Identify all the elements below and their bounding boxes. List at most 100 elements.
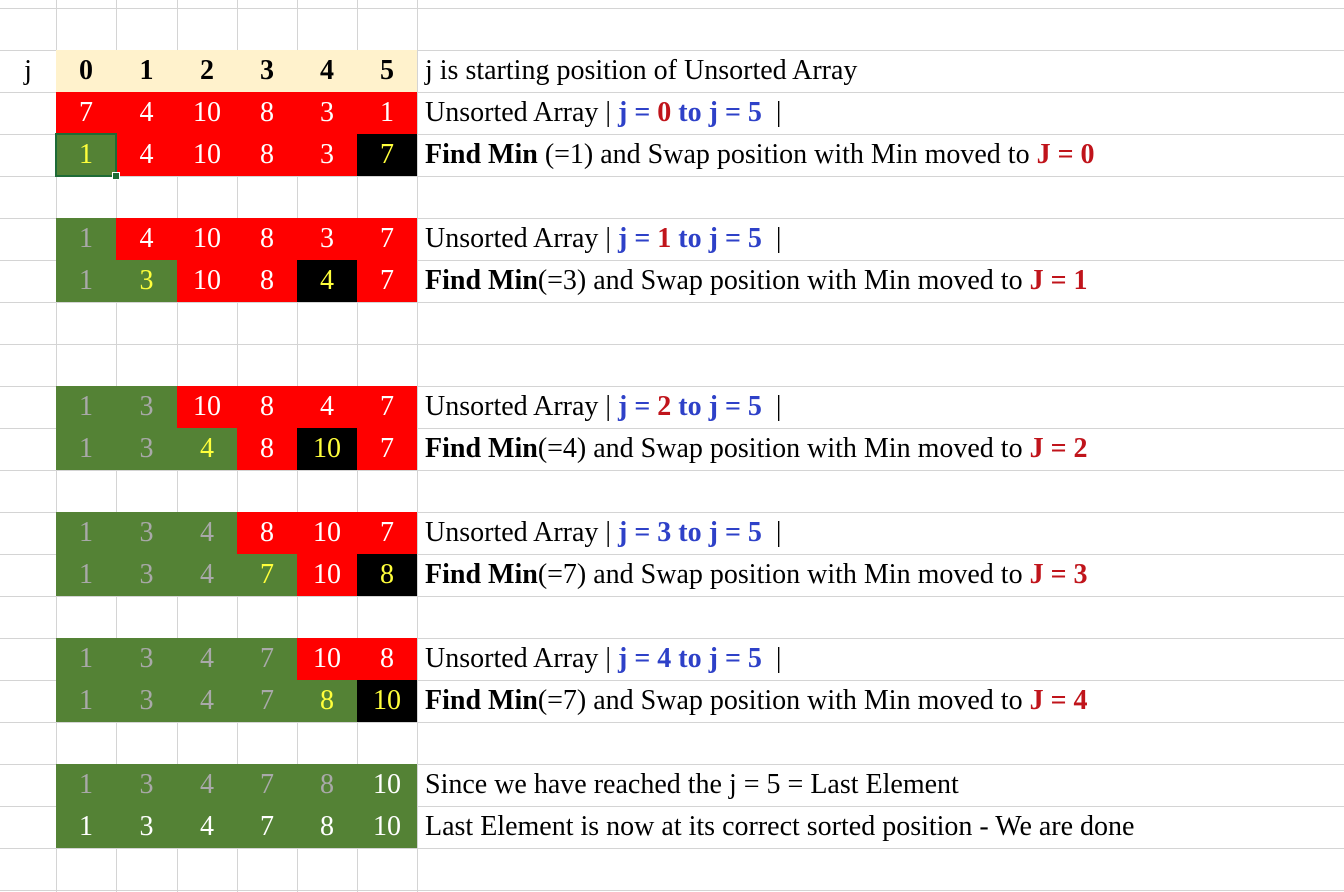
array-cell[interactable]: 4	[177, 512, 237, 554]
array-cell[interactable]: 10	[297, 554, 357, 596]
array-cell[interactable]: 10	[177, 260, 237, 302]
array-cell[interactable]: 3	[116, 806, 177, 848]
array-cell[interactable]: 3	[297, 134, 357, 176]
array-cell[interactable]: 1	[56, 134, 116, 176]
grid-row-line	[0, 638, 1344, 639]
array-cell[interactable]: 8	[297, 806, 357, 848]
array-cell[interactable]: 10	[357, 764, 417, 806]
array-cell[interactable]: 4	[177, 806, 237, 848]
array-cell[interactable]: 10	[177, 134, 237, 176]
array-cell[interactable]: 4	[297, 260, 357, 302]
array-cell[interactable]: 10	[297, 638, 357, 680]
array-cell[interactable]: 3	[116, 764, 177, 806]
array-cell[interactable]: 10	[177, 386, 237, 428]
array-cell[interactable]: 10	[177, 218, 237, 260]
array-cell[interactable]: 4	[177, 554, 237, 596]
array-cell[interactable]: 7	[237, 638, 297, 680]
array-cell[interactable]: 10	[297, 428, 357, 470]
description-segment: |	[761, 517, 782, 548]
description-segment: Find Min	[425, 139, 538, 170]
description-segment: |	[761, 97, 782, 128]
array-cell[interactable]: 3	[297, 92, 357, 134]
grid-row-line	[0, 722, 1344, 723]
array-cell[interactable]: 4	[116, 92, 177, 134]
array-cell[interactable]: 3	[116, 428, 177, 470]
array-cell[interactable]: 7	[237, 764, 297, 806]
array-cell[interactable]: 10	[357, 806, 417, 848]
description-segment: 2	[657, 391, 672, 422]
array-cell[interactable]: 1	[56, 386, 116, 428]
array-cell[interactable]: 8	[237, 134, 297, 176]
array-cell[interactable]: 7	[357, 428, 417, 470]
array-cell[interactable]: 1	[56, 764, 116, 806]
array-cell[interactable]: 1	[56, 680, 116, 722]
description-segment: (=7) and Swap position with Min moved to	[537, 559, 1030, 590]
array-cell[interactable]: 1	[56, 260, 116, 302]
description-segment: Unsorted Array |	[425, 391, 619, 422]
index-header-cell[interactable]: 3	[237, 50, 297, 92]
array-cell[interactable]: 10	[177, 92, 237, 134]
array-cell[interactable]: 1	[56, 806, 116, 848]
header-description: j is starting position of Unsorted Array	[425, 55, 858, 86]
grid-row-line	[0, 554, 1344, 555]
array-cell[interactable]: 1	[56, 428, 116, 470]
array-cell[interactable]: 7	[237, 680, 297, 722]
description-segment: Find Min	[425, 433, 538, 464]
description-segment: J = 3	[1029, 559, 1088, 590]
array-cell[interactable]: 8	[237, 260, 297, 302]
array-cell[interactable]: 3	[116, 386, 177, 428]
array-cell[interactable]: 8	[237, 386, 297, 428]
step-description: Unsorted Array | j = 0 to j = 5 |	[425, 92, 782, 134]
array-cell[interactable]: 1	[357, 92, 417, 134]
array-cell[interactable]: 10	[357, 680, 417, 722]
array-cell[interactable]: 8	[237, 512, 297, 554]
array-cell[interactable]: 8	[237, 218, 297, 260]
grid-row-line	[0, 302, 1344, 303]
array-cell[interactable]: 1	[56, 218, 116, 260]
array-cell[interactable]: 8	[357, 638, 417, 680]
description-segment: Find Min	[425, 559, 538, 590]
array-cell[interactable]: 3	[116, 638, 177, 680]
index-header-cell[interactable]: 0	[56, 50, 116, 92]
array-cell[interactable]: 4	[116, 218, 177, 260]
array-cell[interactable]: 3	[116, 512, 177, 554]
array-cell[interactable]: 4	[177, 638, 237, 680]
array-cell[interactable]: 7	[237, 554, 297, 596]
description-segment: Unsorted Array |	[425, 223, 619, 254]
array-cell[interactable]: 3	[116, 260, 177, 302]
index-header-cell[interactable]: 4	[297, 50, 357, 92]
array-cell[interactable]: 7	[357, 386, 417, 428]
array-cell[interactable]: 7	[357, 218, 417, 260]
array-cell[interactable]: 8	[237, 428, 297, 470]
index-header-cell[interactable]: 1	[116, 50, 177, 92]
array-cell[interactable]: 8	[237, 92, 297, 134]
array-cell[interactable]: 4	[116, 134, 177, 176]
array-cell[interactable]: 4	[177, 680, 237, 722]
array-cell[interactable]: 4	[177, 764, 237, 806]
array-cell[interactable]: 3	[116, 554, 177, 596]
index-header-cell[interactable]: 2	[177, 50, 237, 92]
array-cell[interactable]: 1	[56, 554, 116, 596]
array-cell[interactable]: 7	[237, 806, 297, 848]
array-cell[interactable]: 7	[357, 134, 417, 176]
array-cell[interactable]: 8	[297, 680, 357, 722]
grid-row-line	[0, 806, 1344, 807]
fill-handle[interactable]	[112, 172, 120, 180]
array-cell[interactable]: 8	[297, 764, 357, 806]
array-cell[interactable]: 1	[56, 638, 116, 680]
array-cell[interactable]: 10	[297, 512, 357, 554]
array-cell[interactable]: 3	[297, 218, 357, 260]
active-cell-selection[interactable]	[55, 133, 117, 177]
array-cell[interactable]: 3	[116, 680, 177, 722]
array-cell[interactable]: 7	[357, 260, 417, 302]
array-cell[interactable]: 8	[357, 554, 417, 596]
array-cell[interactable]: 7	[56, 92, 116, 134]
array-cell[interactable]: 4	[297, 386, 357, 428]
description-segment: Last Element is now at its correct sorte…	[425, 811, 1135, 842]
array-cell[interactable]: 4	[177, 428, 237, 470]
array-cell[interactable]: 1	[56, 512, 116, 554]
description-segment: Find Min	[425, 265, 538, 296]
array-cell[interactable]: 7	[357, 512, 417, 554]
index-header-cell[interactable]: 5	[357, 50, 417, 92]
